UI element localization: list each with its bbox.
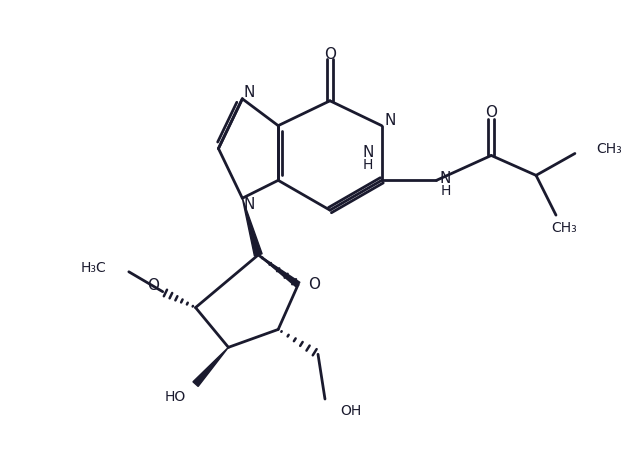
Text: N: N [440, 171, 451, 186]
Polygon shape [193, 347, 228, 386]
Text: OH: OH [340, 404, 361, 418]
Text: O: O [308, 277, 320, 292]
Text: N: N [244, 86, 255, 101]
Text: HO: HO [164, 390, 186, 404]
Text: N: N [384, 113, 396, 128]
Text: CH₃: CH₃ [596, 141, 621, 156]
Text: CH₃: CH₃ [551, 221, 577, 235]
Text: N: N [362, 145, 374, 160]
Polygon shape [259, 255, 300, 287]
Text: H: H [363, 158, 373, 172]
Text: H: H [440, 184, 451, 198]
Polygon shape [243, 198, 262, 256]
Text: O: O [485, 105, 497, 120]
Text: N: N [244, 196, 255, 212]
Text: O: O [147, 278, 159, 293]
Text: O: O [324, 47, 336, 62]
Text: H₃C: H₃C [80, 261, 106, 275]
